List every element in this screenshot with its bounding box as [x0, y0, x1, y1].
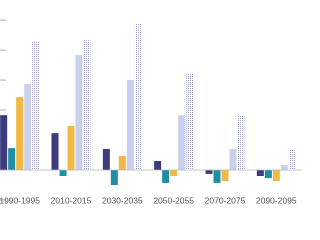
bar	[288, 149, 296, 171]
bar	[213, 170, 221, 183]
bar	[110, 170, 118, 186]
bar	[102, 149, 110, 171]
bar	[237, 116, 245, 171]
x-tick-label: 2010-2015	[51, 195, 92, 205]
bar	[154, 161, 162, 171]
bar	[178, 115, 186, 171]
x-tick-label: 2050-2055	[153, 195, 194, 205]
bar	[126, 80, 134, 171]
bar	[205, 170, 213, 174]
x-tick-label: 2090-2095	[256, 195, 297, 205]
bar	[264, 170, 272, 179]
bar	[8, 148, 16, 171]
bar	[118, 155, 126, 171]
bar	[280, 164, 288, 171]
x-tick-label: 1990-1995	[0, 195, 40, 205]
bar	[229, 149, 237, 171]
bar	[16, 97, 24, 171]
bar	[51, 133, 59, 171]
bar	[186, 73, 194, 171]
bar	[170, 170, 178, 177]
bar	[0, 115, 8, 171]
bar	[272, 170, 280, 182]
bar	[75, 55, 83, 171]
bar	[221, 170, 229, 182]
bar	[256, 170, 264, 177]
bar	[67, 125, 75, 171]
bar	[59, 170, 67, 177]
bar	[83, 40, 91, 171]
bar	[134, 23, 142, 171]
bar	[32, 41, 40, 171]
x-tick-label: 2030-2035	[102, 195, 143, 205]
bar	[24, 83, 32, 171]
x-tick-label: 2070-2075	[205, 195, 246, 205]
chart: 1990-1995 2010-2015 2030-2035 2050-2055 2070…	[0, 19, 302, 205]
bar	[162, 170, 170, 183]
